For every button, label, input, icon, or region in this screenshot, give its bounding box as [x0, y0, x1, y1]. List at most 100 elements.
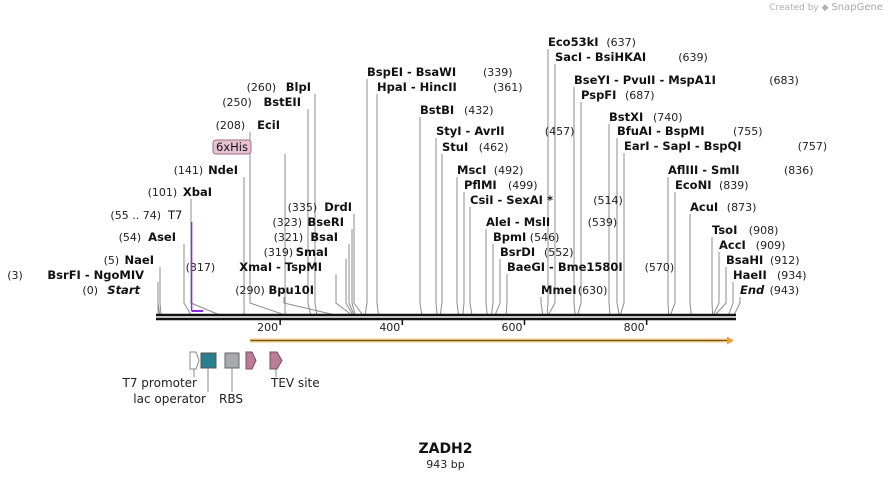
primer-t7[interactable]: (55 .. 74) T7 — [110, 208, 204, 312]
site-label[interactable]: (3) BsrFI - NgoMIV — [7, 268, 144, 282]
site-label[interactable]: End (943) — [740, 283, 799, 297]
site-name[interactable]: BlpI — [286, 80, 311, 94]
tag-arrow-icon[interactable] — [245, 351, 257, 370]
site-label[interactable]: (208) EciI — [216, 118, 280, 132]
site-name[interactable]: DrdI — [324, 200, 352, 214]
site-label[interactable]: (323) BseRI — [272, 215, 344, 229]
site-name[interactable]: AflIII - SmlI — [668, 163, 740, 177]
site-label[interactable]: PspFI (687) — [581, 88, 655, 102]
site-name[interactable]: PflMI — [464, 178, 497, 192]
site-name[interactable]: Bpu10I — [269, 283, 314, 297]
site-name[interactable]: EcoNI — [675, 178, 711, 192]
tev-arrow-icon[interactable] — [269, 351, 283, 370]
site-name[interactable]: NaeI — [125, 253, 154, 267]
orf-arrow[interactable] — [250, 336, 734, 345]
site-name[interactable]: TsoI — [712, 223, 737, 237]
site-name[interactable]: CsiI - SexAI * — [470, 193, 553, 207]
promoter-arrow-icon[interactable] — [189, 351, 200, 370]
site-name[interactable]: BsaHI — [726, 253, 763, 267]
site-label[interactable]: BspEI - BsaWI (339) — [367, 65, 513, 79]
site-label[interactable]: BsaHI (912) — [726, 253, 800, 267]
site-name[interactable]: AcuI — [690, 200, 718, 214]
site-name[interactable]: BstBI — [420, 103, 454, 117]
site-label[interactable]: (54) AseI — [119, 230, 176, 244]
site-name[interactable]: HaeII — [733, 268, 767, 282]
site-label[interactable]: MmeI (630) — [541, 283, 607, 297]
site-label[interactable]: (290) Bpu10I — [235, 283, 314, 297]
feature-label-tev-site[interactable]: TEV site — [270, 376, 320, 390]
site-label[interactable]: (260) BlpI — [247, 80, 311, 94]
site-name[interactable]: MscI — [457, 163, 486, 177]
site-name[interactable]: NdeI — [208, 163, 238, 177]
site-label[interactable]: (101) XbaI — [148, 185, 212, 199]
site-label[interactable]: CsiI - SexAI * (514) — [470, 193, 623, 207]
site-name[interactable]: XmaI - TspMI — [239, 260, 322, 274]
site-name[interactable]: BstEII — [263, 95, 301, 109]
site-label[interactable]: (5) NaeI — [104, 253, 154, 267]
site-label[interactable]: PflMI (499) — [464, 178, 538, 192]
site-name[interactable]: HpaI - HincII — [377, 80, 457, 94]
feature-label-rbs[interactable]: RBS — [219, 392, 243, 406]
feature-label-lac-operator[interactable]: lac operator — [133, 392, 206, 406]
site-label[interactable]: (317) XmaI - TspMI — [186, 260, 322, 274]
site-label[interactable]: (321) BsaI — [274, 230, 338, 244]
site-label[interactable]: AleI - MslI (539) — [486, 215, 617, 229]
site-label[interactable]: HaeII (934) — [733, 268, 807, 282]
his-tag-label[interactable]: 6xHis — [216, 140, 248, 154]
site-name[interactable]: End — [740, 283, 765, 297]
site-label[interactable]: BpmI (546) — [493, 230, 559, 244]
site-name[interactable]: EarI - SapI - BspQI — [624, 139, 742, 153]
site-name[interactable]: MmeI — [541, 283, 577, 297]
site-label[interactable]: MscI (492) — [457, 163, 523, 177]
site-label[interactable]: EcoNI (839) — [675, 178, 749, 192]
site-label[interactable]: BstXI (740) — [609, 110, 683, 124]
site-name[interactable]: PspFI — [581, 88, 616, 102]
site-label[interactable]: AflIII - SmlI (836) — [668, 163, 814, 177]
site-label[interactable]: (250) BstEII — [222, 95, 301, 109]
site-label[interactable]: TsoI (908) — [712, 223, 778, 237]
lac-operator-box[interactable] — [200, 352, 217, 369]
site-label[interactable]: EarI - SapI - BspQI (757) — [624, 139, 827, 153]
site-name[interactable]: EciI — [257, 118, 280, 132]
site-label[interactable]: StyI - AvrII (457) — [436, 124, 574, 138]
site-name[interactable]: BstXI — [609, 110, 643, 124]
site-name[interactable]: BsaI — [310, 230, 338, 244]
site-name[interactable]: BseYI - PvuII - MspA1I — [574, 73, 716, 87]
site-label[interactable]: (335) DrdI — [288, 200, 352, 214]
site-name[interactable]: BseRI — [307, 215, 344, 229]
site-name[interactable]: Eco53kI — [548, 35, 599, 49]
site-name[interactable]: XbaI — [183, 185, 212, 199]
site-name[interactable]: SacI - BsiHKAI — [555, 50, 646, 64]
site-label[interactable]: BfuAI - BspMI (755) — [617, 124, 763, 138]
site-name[interactable]: BpmI — [493, 230, 526, 244]
primer-name[interactable]: T7 — [167, 208, 182, 222]
site-name[interactable]: StuI — [442, 140, 468, 154]
site-name[interactable]: AccI — [719, 238, 746, 252]
site-label[interactable]: Eco53kI (637) — [548, 35, 636, 49]
site-label[interactable]: BaeGI - Bme1580I (570) — [507, 260, 674, 274]
site-name[interactable]: BaeGI - Bme1580I — [507, 260, 623, 274]
site-name[interactable]: AleI - MslI — [486, 215, 550, 229]
site-name[interactable]: Start — [107, 283, 140, 297]
site-name[interactable]: BsrFI - NgoMIV — [47, 268, 144, 282]
site-name[interactable]: SmaI — [296, 245, 328, 259]
site-label[interactable]: BsrDI (552) — [500, 245, 574, 259]
site-name[interactable]: BsrDI — [500, 245, 535, 259]
feature-label-t7-promoter[interactable]: T7 promoter — [122, 376, 198, 390]
his-tag[interactable]: 6xHis — [212, 139, 252, 155]
site-name[interactable]: AseI — [148, 230, 176, 244]
rbs-box[interactable] — [224, 352, 240, 369]
site-label[interactable]: AccI (909) — [719, 238, 785, 252]
site-label[interactable]: BseYI - PvuII - MspA1I (683) — [574, 73, 799, 87]
site-name[interactable]: BspEI - BsaWI — [367, 65, 456, 79]
site-label[interactable]: (0) Start — [82, 283, 140, 297]
site-label[interactable]: HpaI - HincII (361) — [377, 80, 523, 94]
site-label[interactable]: (319) SmaI — [264, 245, 328, 259]
site-name[interactable]: StyI - AvrII — [436, 124, 505, 138]
site-label[interactable]: (141) NdeI — [174, 163, 238, 177]
site-label[interactable]: BstBI (432) — [420, 103, 494, 117]
site-label[interactable]: SacI - BsiHKAI (639) — [555, 50, 708, 64]
site-label[interactable]: StuI (462) — [442, 140, 508, 154]
site-label[interactable]: AcuI (873) — [690, 200, 756, 214]
site-name[interactable]: BfuAI - BspMI — [617, 124, 704, 138]
